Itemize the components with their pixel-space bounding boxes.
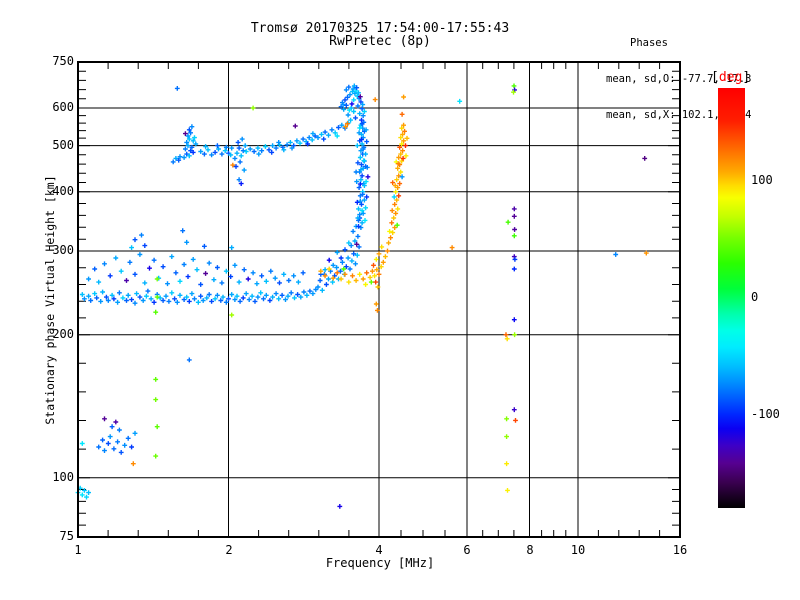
colorbar-tick-label: -100 (751, 407, 780, 421)
x-axis-label: Frequency [MHz] (325, 556, 435, 570)
x-tick-label: 16 (672, 543, 688, 557)
colorbar-unit-text: deg (718, 70, 743, 85)
x-tick-label: 6 (463, 543, 471, 557)
y-tick-label: 75 (59, 529, 74, 543)
y-tick-label: 100 (52, 470, 74, 484)
plot-frame (77, 61, 681, 538)
x-tick-label: 4 (375, 543, 383, 557)
colorbar (718, 88, 745, 508)
y-axis-label: Stationary phase Virtual Height [km] (43, 175, 57, 425)
colorbar-unit-label: [deg] (711, 70, 750, 85)
gridlines (78, 62, 680, 537)
colorbar-bracket-open-icon: [ (711, 70, 719, 85)
x-tick-label: 10 (570, 543, 586, 557)
y-tick-label: 200 (52, 327, 74, 341)
y-tick-label: 600 (52, 100, 74, 114)
chart-title: Tromsø 20170325 17:54:00-17:55:43 (250, 21, 510, 36)
y-tick-label: 500 (52, 138, 74, 152)
x-tick-label: 2 (225, 543, 233, 557)
y-tick-label: 400 (52, 184, 74, 198)
chart-subtitle: RwPretec (8p) (329, 34, 431, 49)
colorbar-tick-label: 0 (751, 290, 759, 304)
x-tick-label: 8 (526, 543, 534, 557)
phase-stats-o-line: mean, sd,O: -77.7, 17.3 (606, 73, 752, 85)
scatter-points (75, 83, 649, 509)
y-tick-label: 750 (52, 54, 74, 68)
colorbar-tick-label: 100 (751, 173, 773, 187)
y-tick-label: 300 (52, 243, 74, 257)
x-tick-label: 1 (74, 543, 82, 557)
colorbar-bracket-close-icon: ] (742, 70, 751, 85)
phase-stats-heading: Phases (630, 37, 668, 49)
